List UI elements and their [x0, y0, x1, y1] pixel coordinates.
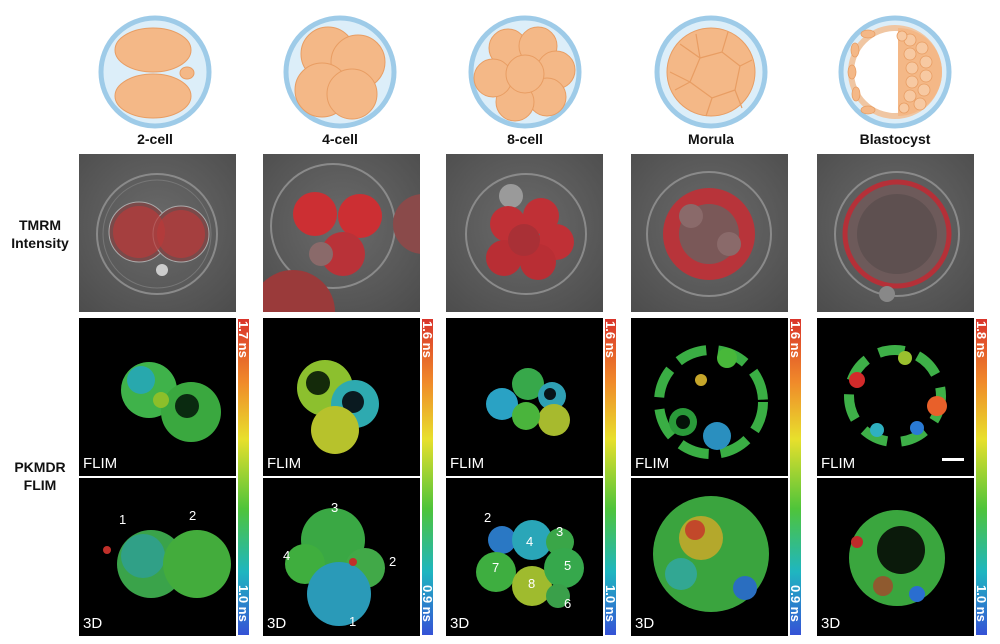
tmrm-panel-4-cell — [263, 154, 420, 312]
d3-tag-2-cell: 3D — [83, 615, 103, 632]
cell-number: 2 — [189, 508, 197, 523]
colorbar-morula — [789, 318, 802, 636]
d3-panel-8-cell: 2 3 4 5 6 7 8 3D — [446, 478, 603, 636]
schematic-morula — [654, 15, 768, 129]
cell-number: 1 — [349, 614, 357, 629]
flim-tag-blastocyst: FLIM — [821, 455, 856, 472]
stage-title-2-cell: 2-cell — [137, 131, 173, 147]
colorbar-max-morula: 1.6 ns — [788, 321, 803, 358]
cell-number: 2 — [389, 554, 397, 569]
colorbar-min-8-cell: 1.0 ns — [603, 585, 618, 622]
cell-number: 3 — [556, 524, 564, 539]
colorbar-2-cell — [237, 318, 250, 636]
divider — [79, 476, 236, 477]
schematic-4-cell — [283, 15, 397, 129]
colorbar-max-8-cell: 1.6 ns — [603, 321, 618, 358]
row-label-flim-line2: FLIM — [23, 477, 57, 493]
schematic-blastocyst — [838, 15, 952, 129]
d3-tag-8-cell: 3D — [450, 615, 470, 632]
cell-number: 7 — [492, 560, 500, 575]
row-label-tmrm: TMRM Intensity — [0, 216, 80, 252]
colorbar-blastocyst — [975, 318, 988, 636]
cell-number: 6 — [564, 596, 572, 611]
cell-number: 4 — [526, 534, 534, 549]
colorbar-min-2-cell: 1.0 ns — [236, 585, 251, 622]
flim-panel-8-cell: FLIM — [446, 318, 603, 476]
d3-tag-4-cell: 3D — [267, 615, 287, 632]
stage-title-morula: Morula — [688, 131, 734, 147]
stage-title-4-cell: 4-cell — [322, 131, 358, 147]
flim-panel-morula: FLIM — [631, 318, 788, 476]
colorbar-min-4-cell: 0.9 ns — [420, 585, 435, 622]
cell-number: 2 — [484, 510, 492, 525]
colorbar-min-morula: 0.9 ns — [788, 585, 803, 622]
flim-panel-2-cell: FLIM — [79, 318, 236, 476]
scale-bar — [942, 458, 964, 461]
cell-number: 1 — [119, 512, 127, 527]
d3-panel-morula: 3D — [631, 478, 788, 636]
colorbar-max-2-cell: 1.7 ns — [236, 321, 251, 358]
flim-tag-4-cell: FLIM — [267, 455, 302, 472]
stage-schematics — [98, 15, 952, 129]
schematic-2-cell — [98, 15, 212, 129]
cell-number: 4 — [283, 548, 291, 563]
row-label-flim-line1: PKMDR — [14, 459, 66, 475]
tmrm-panel-blastocyst — [817, 154, 974, 312]
stage-title-blastocyst: Blastocyst — [859, 131, 931, 147]
d3-panel-4-cell: 3 4 2 1 3D — [263, 478, 420, 636]
flim-panel-blastocyst: FLIM — [817, 318, 974, 476]
colorbar-max-4-cell: 1.6 ns — [420, 321, 435, 358]
d3-panel-2-cell: 1 2 3D — [79, 478, 236, 636]
d3-tag-morula: 3D — [635, 615, 655, 632]
flim-tag-8-cell: FLIM — [450, 455, 485, 472]
colorbar-8-cell — [604, 318, 617, 636]
stage-title-8-cell: 8-cell — [507, 131, 543, 147]
schematic-8-cell — [468, 15, 582, 129]
cell-number: 3 — [331, 500, 339, 515]
row-label-tmrm-line2: Intensity — [11, 235, 69, 251]
d3-tag-blastocyst: 3D — [821, 615, 841, 632]
colorbar-4-cell — [421, 318, 434, 636]
d3-panel-blastocyst: 3D — [817, 478, 974, 636]
tmrm-panel-morula — [631, 154, 788, 312]
flim-panel-4-cell: FLIM — [263, 318, 420, 476]
tmrm-panel-8-cell — [446, 154, 603, 312]
flim-tag-morula: FLIM — [635, 455, 670, 472]
tmrm-panel-2-cell — [79, 154, 236, 312]
row-label-flim: PKMDR FLIM — [0, 458, 80, 494]
colorbar-max-blastocyst: 1.8 ns — [974, 321, 989, 358]
cell-number: 5 — [564, 558, 572, 573]
cell-number: 8 — [528, 576, 536, 591]
row-label-tmrm-line1: TMRM — [19, 217, 61, 233]
flim-tag-2-cell: FLIM — [83, 455, 118, 472]
colorbar-min-blastocyst: 1.0 ns — [974, 585, 989, 622]
